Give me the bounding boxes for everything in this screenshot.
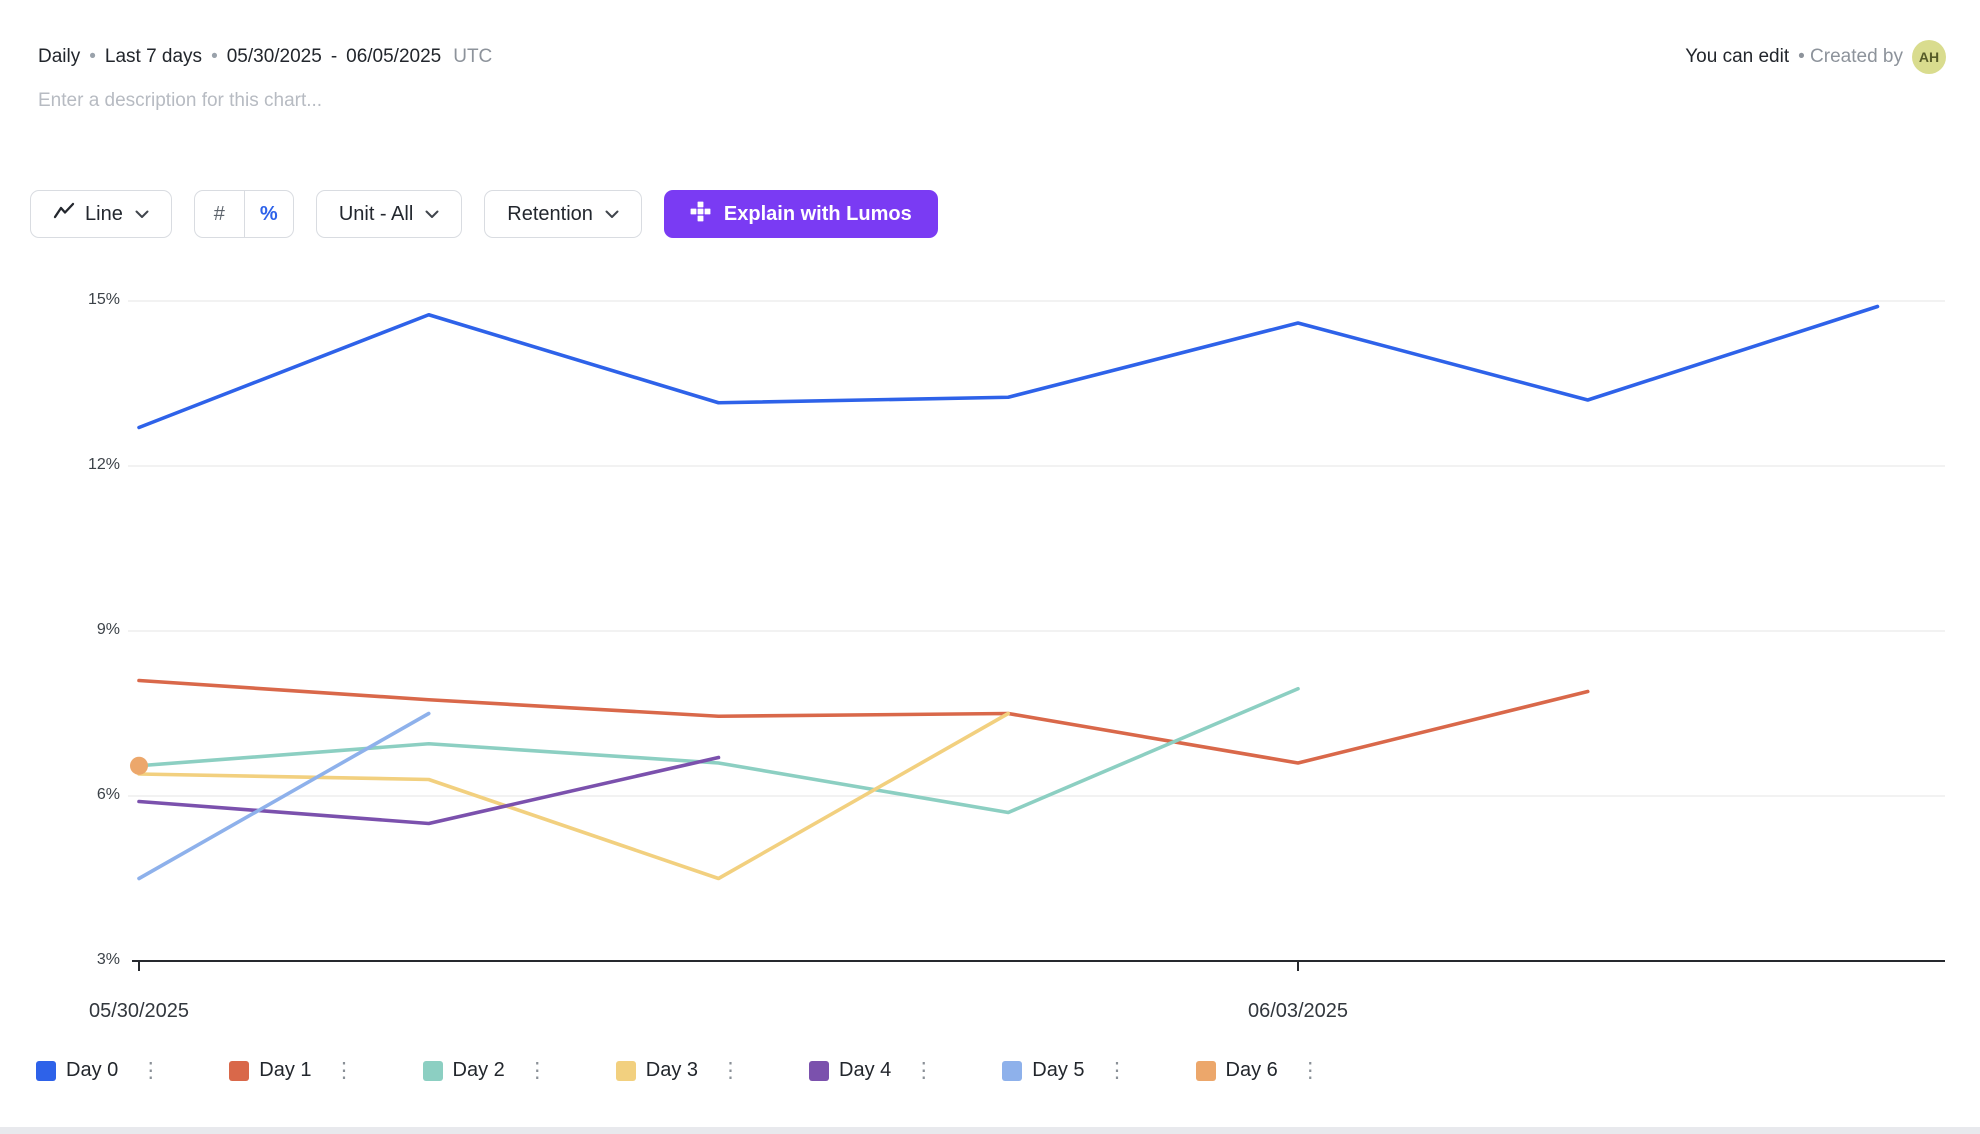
chart-toolbar: Line # % Unit - All Retention Ex (30, 190, 938, 238)
legend-item-day-2[interactable]: Day 2 ⋮ (422, 1058, 552, 1083)
kebab-menu-icon[interactable]: ⋮ (526, 1059, 548, 1082)
kebab-menu-icon[interactable]: ⋮ (1106, 1059, 1128, 1082)
legend-item-day-3[interactable]: Day 3 ⋮ (615, 1058, 745, 1083)
start-date[interactable]: 05/30/2025 (226, 46, 322, 67)
lumos-sparkle-icon (690, 201, 711, 228)
line-series-day-0[interactable] (137, 304, 1880, 430)
legend-item-day-5[interactable]: Day 5 ⋮ (1002, 1058, 1131, 1083)
chevron-down-icon (135, 210, 149, 219)
permission-label: You can edit (1685, 46, 1790, 67)
legend-swatch (422, 1060, 443, 1081)
line-series-day-5[interactable] (137, 711, 431, 881)
panel-divider (0, 1127, 1980, 1134)
legend-label: Day 0 (66, 1059, 119, 1081)
line-series-day-1[interactable] (137, 678, 1590, 765)
kebab-menu-icon[interactable]: ⋮ (333, 1059, 355, 1082)
metric-label: Retention (507, 202, 593, 225)
legend-swatch (229, 1060, 250, 1081)
metric-select[interactable]: Retention (484, 190, 642, 238)
legend-label: Day 4 (839, 1059, 892, 1081)
line-series-day-2[interactable] (137, 686, 1300, 815)
legend-item-day-4[interactable]: Day 4 ⋮ (809, 1058, 938, 1083)
created-by-label: • Created by (1798, 46, 1903, 67)
legend-label: Day 1 (259, 1059, 312, 1081)
chart-type-label: Line (85, 202, 123, 225)
y-axis-tick-label: 6% (96, 786, 120, 803)
point-day-6[interactable] (130, 756, 148, 775)
legend-swatch (809, 1060, 829, 1081)
legend: Day 0 ⋮ Day 1 ⋮ Day 2 ⋮ Day 3 ⋮ Day 4 ⋮ Day 5 ⋮ Day … (36, 1058, 1325, 1083)
description-input[interactable]: Enter a description for this chart... (38, 90, 323, 111)
y-axis-tick-label: 15% (87, 291, 120, 308)
chevron-down-icon (425, 210, 439, 219)
legend-swatch (1002, 1060, 1023, 1081)
lumos-button-label: Explain with Lumos (723, 202, 912, 225)
chevron-down-icon (605, 210, 619, 219)
legend-label: Day 6 (1225, 1059, 1278, 1081)
y-axis-tick-label: 9% (96, 621, 120, 638)
y-axis-tick-label: 12% (87, 456, 120, 473)
percent-format-button[interactable]: % (243, 191, 293, 237)
kebab-menu-icon[interactable]: ⋮ (720, 1059, 741, 1082)
avatar[interactable]: AH (1912, 40, 1946, 74)
legend-swatch (1195, 1060, 1216, 1081)
chart-settings-summary: Daily • Last 7 days • 05/30/2025 - 06/05… (38, 46, 492, 68)
timezone-label: UTC (453, 46, 493, 67)
kebab-menu-icon[interactable]: ⋮ (140, 1059, 162, 1082)
legend-label: Day 5 (1032, 1059, 1085, 1081)
separator-dot: • (89, 46, 96, 67)
date-range-label[interactable]: Last 7 days (104, 46, 203, 67)
legend-label: Day 3 (645, 1059, 698, 1081)
chart-type-select[interactable]: Line (30, 190, 172, 238)
chart-header: Daily • Last 7 days • 05/30/2025 - 06/05… (38, 40, 1946, 74)
legend-item-day-6[interactable]: Day 6 ⋮ (1195, 1058, 1325, 1083)
line-chart-icon (53, 200, 75, 228)
line-series-day-3[interactable] (137, 711, 1011, 881)
legend-item-day-1[interactable]: Day 1 ⋮ (229, 1058, 358, 1083)
legend-swatch (36, 1060, 56, 1081)
x-axis-tick-label: 05/30/2025 (88, 1000, 190, 1022)
explain-with-lumos-button[interactable]: Explain with Lumos (663, 190, 938, 238)
y-axis-tick-label: 3% (96, 951, 120, 968)
legend-label: Day 2 (452, 1059, 505, 1081)
kebab-menu-icon[interactable]: ⋮ (913, 1059, 935, 1082)
unit-select[interactable]: Unit - All (315, 190, 463, 238)
value-format-toggle: # % (193, 190, 294, 238)
collaboration-info: You can edit • Created by AH (1685, 40, 1946, 74)
legend-item-day-0[interactable]: Day 0 ⋮ (36, 1058, 165, 1083)
x-axis-tick-label: 06/03/2025 (1247, 1000, 1349, 1022)
unit-label: Unit - All (338, 202, 414, 225)
granularity-label[interactable]: Daily (38, 46, 81, 67)
date-dash: - (330, 46, 338, 67)
separator-dot: • (211, 46, 218, 67)
kebab-menu-icon[interactable]: ⋮ (1299, 1059, 1321, 1082)
legend-swatch (615, 1060, 636, 1081)
line-series-day-4[interactable] (137, 755, 721, 826)
count-format-button[interactable]: # (195, 191, 244, 237)
end-date[interactable]: 06/05/2025 (346, 46, 442, 67)
